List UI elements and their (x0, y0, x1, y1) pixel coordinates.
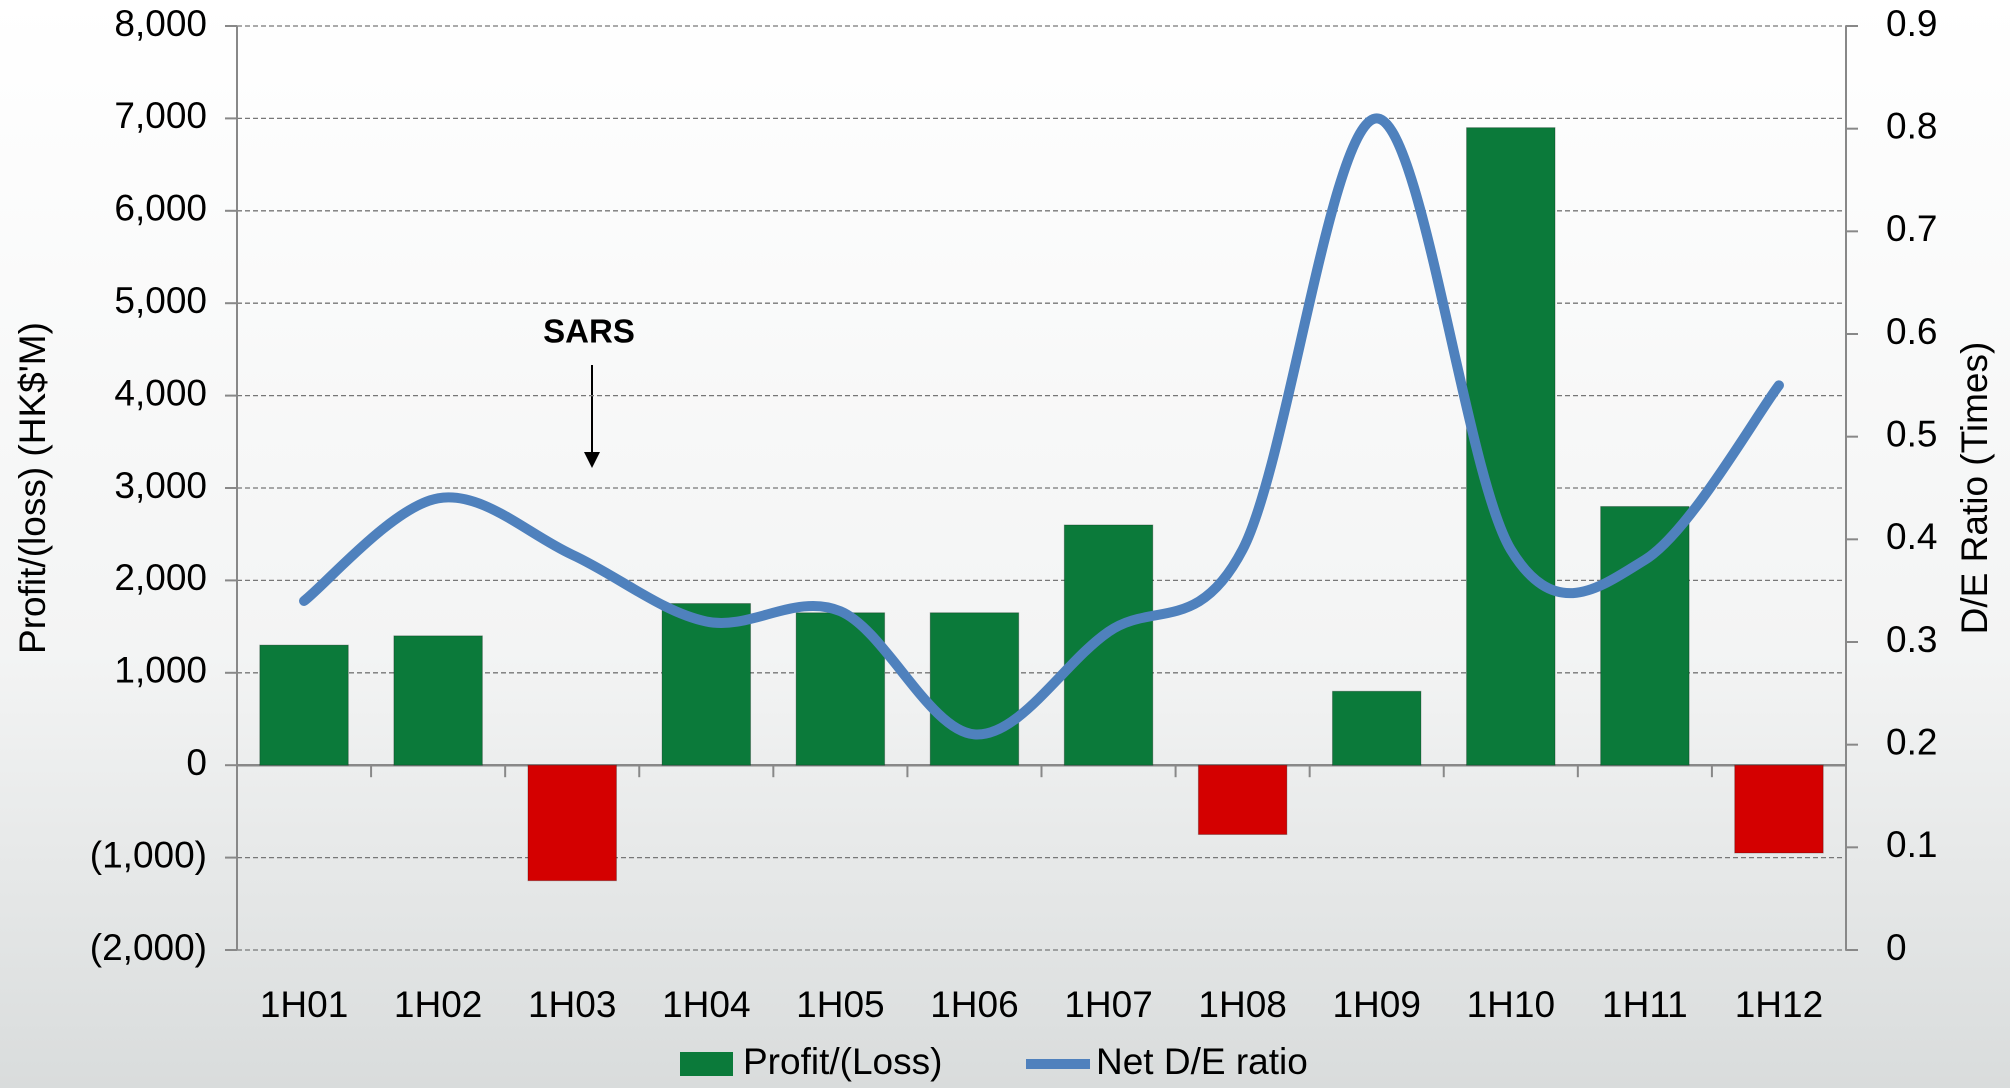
y2-tick-label: 0.7 (1886, 208, 1937, 249)
y2-tick-label: 0 (1886, 927, 1907, 968)
y-tick-label: (2,000) (90, 927, 207, 968)
bar (1734, 764, 1824, 854)
annotation-arrowhead (584, 452, 600, 468)
y-tick-label: 4,000 (114, 372, 207, 413)
x-tick-label: 1H07 (1064, 984, 1152, 1025)
x-tick-label: 1H02 (394, 984, 482, 1025)
y-axis-label: Profit/(loss) (HK$'M) (12, 322, 53, 654)
x-tick-label: 1H03 (528, 984, 616, 1025)
bar (1331, 690, 1422, 766)
y2-tick-label: 0.5 (1886, 413, 1937, 454)
y-tick-label: (1,000) (90, 834, 207, 875)
bar (1063, 524, 1154, 766)
x-tick-label: 1H01 (260, 984, 348, 1025)
y-tick-label: 7,000 (114, 95, 207, 136)
y2-tick-label: 0.1 (1886, 824, 1937, 865)
y-tick-label: 0 (186, 742, 207, 783)
y2-tick-label: 0.8 (1886, 105, 1937, 146)
y2-tick-label: 0.3 (1886, 619, 1937, 660)
y-tick-label: 6,000 (114, 188, 207, 229)
y-tick-label: 8,000 (114, 3, 207, 44)
y2-axis-label: D/E Ratio (Times) (1954, 342, 1995, 635)
x-tick-label: 1H10 (1467, 984, 1555, 1025)
bar (393, 635, 483, 766)
y2-tick-label: 0.2 (1886, 721, 1937, 762)
x-tick-label: 1H12 (1735, 984, 1823, 1025)
bar (1197, 764, 1288, 836)
x-tick-label: 1H06 (930, 984, 1018, 1025)
y2-tick-label: 0.6 (1886, 311, 1937, 352)
x-tick-label: 1H05 (796, 984, 884, 1025)
bar (259, 644, 349, 766)
y-tick-label: 5,000 (114, 280, 207, 321)
x-tick-label: 1H08 (1198, 984, 1286, 1025)
y-tick-label: 3,000 (114, 465, 207, 506)
bar (1466, 127, 1556, 766)
y2-tick-label: 0.4 (1886, 516, 1937, 557)
legend-swatch (680, 1052, 733, 1076)
legend-label: Profit/(Loss) (743, 1041, 942, 1082)
bar (661, 603, 752, 766)
bar (1600, 505, 1690, 766)
y-tick-label: 2,000 (114, 557, 207, 598)
x-tick-label: 1H04 (662, 984, 750, 1025)
y-tick-label: 1,000 (114, 650, 207, 691)
legend-label: Net D/E ratio (1096, 1041, 1308, 1082)
bar (929, 612, 1020, 766)
x-tick-label: 1H11 (1602, 984, 1688, 1025)
line (299, 113, 1784, 740)
bar (527, 764, 617, 882)
y2-tick-label: 0.9 (1886, 3, 1937, 44)
annotation: SARS (543, 313, 635, 350)
x-tick-label: 1H09 (1332, 984, 1420, 1025)
